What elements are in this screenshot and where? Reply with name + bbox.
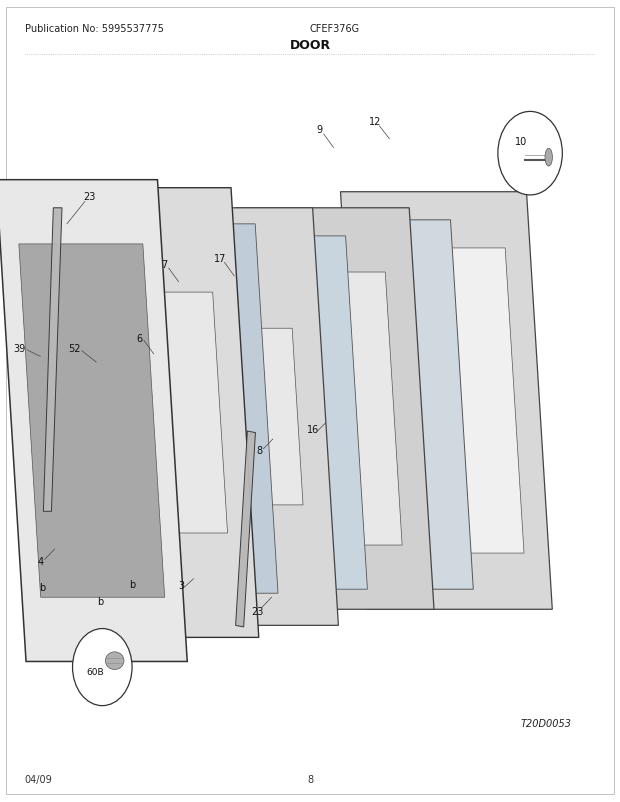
Polygon shape	[236, 431, 255, 627]
Text: 10: 10	[515, 137, 527, 147]
Circle shape	[73, 629, 132, 706]
Polygon shape	[290, 221, 473, 589]
Text: 9: 9	[316, 125, 322, 135]
Text: 23: 23	[251, 606, 264, 616]
Polygon shape	[76, 293, 228, 533]
Text: 8: 8	[307, 775, 313, 784]
Text: T20D0053: T20D0053	[521, 719, 572, 728]
Text: 04/09: 04/09	[25, 775, 53, 784]
Text: 6: 6	[136, 334, 143, 343]
Polygon shape	[267, 273, 402, 545]
Polygon shape	[197, 237, 368, 589]
Text: 39: 39	[14, 344, 26, 354]
Text: 17: 17	[214, 253, 226, 263]
Polygon shape	[369, 249, 524, 553]
Text: 3: 3	[178, 581, 184, 590]
Polygon shape	[45, 188, 259, 638]
Polygon shape	[119, 225, 278, 593]
Polygon shape	[340, 192, 552, 610]
Text: 7: 7	[161, 260, 167, 269]
Text: b: b	[130, 579, 136, 589]
Text: 16: 16	[307, 424, 319, 434]
Text: b: b	[39, 582, 45, 592]
Text: DOOR: DOOR	[290, 38, 330, 51]
Text: CFEF376G: CFEF376G	[310, 24, 360, 34]
Text: 23: 23	[84, 192, 96, 201]
Text: 4: 4	[38, 557, 44, 566]
Text: Publication No: 5995537775: Publication No: 5995537775	[25, 24, 164, 34]
Polygon shape	[0, 180, 187, 662]
Text: 52: 52	[68, 344, 81, 354]
Ellipse shape	[545, 149, 552, 167]
Circle shape	[498, 112, 562, 196]
Polygon shape	[43, 209, 62, 512]
Text: eReplacementParts.com: eReplacementParts.com	[247, 396, 373, 406]
Ellipse shape	[105, 652, 124, 670]
Polygon shape	[19, 245, 165, 597]
Polygon shape	[139, 209, 339, 626]
Polygon shape	[174, 329, 303, 505]
Text: 8: 8	[256, 446, 262, 456]
Text: 12: 12	[369, 117, 381, 127]
Polygon shape	[236, 209, 434, 610]
Text: b: b	[97, 597, 104, 606]
Text: 60B: 60B	[86, 666, 104, 676]
